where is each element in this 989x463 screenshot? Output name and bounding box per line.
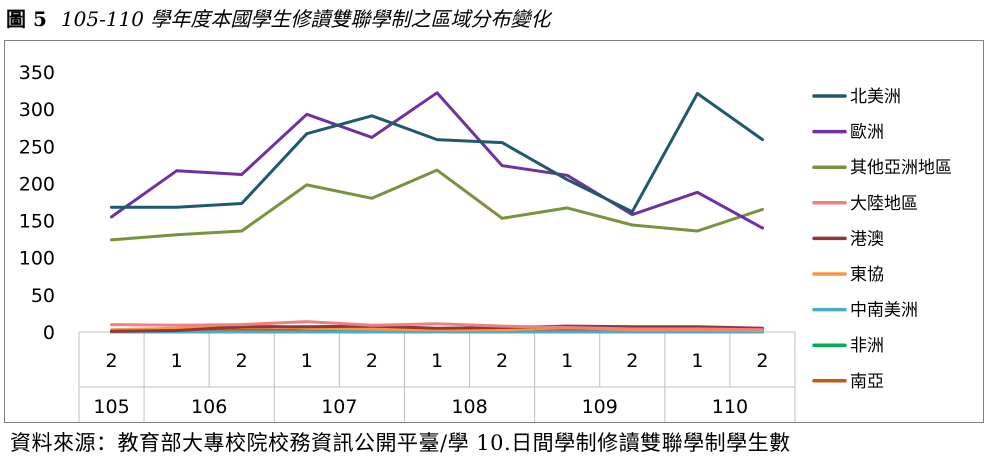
legend-label: 非洲 bbox=[850, 336, 884, 356]
semester-label: 1 bbox=[171, 350, 183, 372]
figure-number: 圖 5 bbox=[6, 7, 47, 31]
series-line-大陸地區 bbox=[110, 320, 764, 332]
legend-label: 港澳 bbox=[850, 229, 884, 249]
semester-label: 2 bbox=[366, 350, 378, 372]
year-label: 105 bbox=[93, 396, 129, 418]
y-tick-label: 200 bbox=[19, 173, 55, 195]
series-line-北美洲 bbox=[110, 92, 764, 214]
legend-label: 東協 bbox=[850, 265, 884, 285]
semester-label: 1 bbox=[561, 350, 573, 372]
year-label: 107 bbox=[321, 396, 357, 418]
semester-label: 2 bbox=[496, 350, 508, 372]
semester-label: 2 bbox=[236, 350, 248, 372]
y-tick-label: 250 bbox=[19, 136, 55, 158]
semester-label: 1 bbox=[301, 350, 313, 372]
y-tick-label: 300 bbox=[19, 99, 55, 121]
y-tick-label: 0 bbox=[43, 322, 55, 344]
semester-label: 1 bbox=[691, 350, 703, 372]
legend-label: 歐洲 bbox=[850, 123, 884, 143]
semester-label: 1 bbox=[431, 350, 443, 372]
legend-label: 北美洲 bbox=[850, 87, 901, 107]
line-chart: 0 50 100 150 200 250 300 350 105 106 107 108 109 110 2… bbox=[19, 62, 952, 422]
semester-label: 2 bbox=[756, 350, 768, 372]
series-line-其他亞洲地區 bbox=[110, 168, 764, 242]
year-label: 108 bbox=[451, 396, 487, 418]
figure-title-text: 105-110 學年度本國學生修讀雙聯學制之區域分布變化 bbox=[60, 7, 551, 31]
figure-title: 圖 5 105-110 學年度本國學生修讀雙聯學制之區域分布變化 bbox=[6, 2, 550, 36]
semester-label: 2 bbox=[626, 350, 638, 372]
year-label: 106 bbox=[191, 396, 227, 418]
y-tick-label: 100 bbox=[19, 248, 55, 270]
series-line-港澳 bbox=[110, 324, 764, 333]
legend-label: 南亞 bbox=[850, 372, 884, 392]
y-tick-label: 350 bbox=[19, 62, 55, 84]
year-label: 109 bbox=[582, 396, 618, 418]
y-tick-label: 150 bbox=[19, 211, 55, 233]
legend-label: 大陸地區 bbox=[850, 194, 918, 214]
year-label: 110 bbox=[712, 396, 748, 418]
chart-area: 0 50 100 150 200 250 300 350 105 106 107 108 109 110 2… bbox=[4, 40, 984, 423]
series-line-歐洲 bbox=[110, 91, 764, 230]
source-note: 資料來源：教育部大專校院校務資訊公開平臺/學 10.日間學制修讀雙聯學制學生數 bbox=[10, 431, 791, 455]
y-tick-label: 50 bbox=[31, 285, 55, 307]
legend-label: 其他亞洲地區 bbox=[850, 158, 952, 178]
legend-label: 中南美洲 bbox=[850, 301, 918, 321]
semester-label: 2 bbox=[105, 350, 117, 372]
